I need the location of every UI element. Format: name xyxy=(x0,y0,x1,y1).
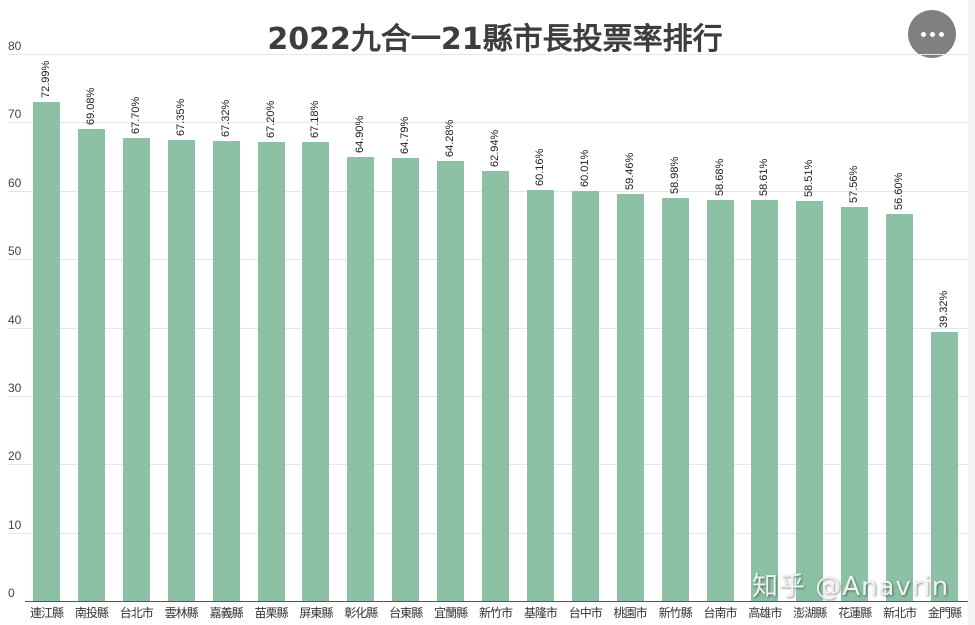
y-axis-tick-label: 10 xyxy=(8,517,22,532)
more-horizontal-icon xyxy=(929,31,935,37)
data-label: 57.56% xyxy=(848,166,861,204)
bar xyxy=(392,157,420,601)
data-label: 67.18% xyxy=(309,100,322,138)
x-axis-category-label: 新北市 xyxy=(883,606,917,620)
chart-title: 2022九合一21縣市長投票率排行 xyxy=(267,22,723,57)
x-axis-category-label: 彰化縣 xyxy=(344,606,378,620)
bar xyxy=(616,194,644,601)
bar xyxy=(347,157,375,601)
x-axis-category-label: 台東縣 xyxy=(389,606,423,620)
y-axis-tick-label: 50 xyxy=(8,244,22,259)
data-label: 56.60% xyxy=(893,172,906,210)
gridline xyxy=(8,54,968,55)
x-axis-category-label: 台南市 xyxy=(703,606,737,620)
data-label: 58.98% xyxy=(668,156,681,194)
x-axis-line xyxy=(25,601,968,602)
x-axis-category-label: 高雄市 xyxy=(748,606,782,620)
data-label: 69.08% xyxy=(84,87,97,125)
data-label: 67.35% xyxy=(174,99,187,137)
x-axis-category-label: 新竹市 xyxy=(478,606,513,620)
bar xyxy=(526,189,554,601)
bar xyxy=(212,140,240,601)
more-horizontal-icon xyxy=(920,31,926,37)
data-label: 72.99% xyxy=(40,60,52,98)
x-axis-category-label: 桃園市 xyxy=(613,606,648,620)
data-label: 64.90% xyxy=(354,115,367,154)
y-axis-tick-label: 70 xyxy=(8,107,22,122)
y-axis-tick-label: 20 xyxy=(8,449,22,464)
bar xyxy=(33,101,60,601)
x-axis-category-label: 連江縣 xyxy=(29,606,64,620)
bar xyxy=(167,140,195,601)
x-axis-category-label: 台北市 xyxy=(119,606,154,620)
y-axis-tick-label: 60 xyxy=(8,175,22,190)
x-axis-category-label: 澎湖縣 xyxy=(793,606,827,620)
bar xyxy=(661,197,689,601)
data-label: 60.01% xyxy=(578,149,591,187)
x-axis-category-label: 金門縣 xyxy=(927,606,962,620)
data-label: 64.28% xyxy=(444,120,457,158)
bar xyxy=(706,199,734,601)
more-options-button[interactable] xyxy=(908,10,956,58)
data-label: 62.94% xyxy=(489,129,501,167)
x-axis-category-label: 南投縣 xyxy=(74,606,109,620)
bar xyxy=(751,200,779,601)
data-label: 67.70% xyxy=(129,96,142,135)
x-axis-category-label: 屏東縣 xyxy=(299,606,333,620)
more-horizontal-icon xyxy=(938,31,944,37)
data-label: 58.61% xyxy=(758,158,771,197)
gridline xyxy=(8,122,968,124)
bar xyxy=(571,190,599,601)
data-label: 67.20% xyxy=(264,100,277,138)
x-axis-category-label: 宜蘭縣 xyxy=(434,606,468,620)
x-axis-category-label: 台中市 xyxy=(568,606,603,620)
right-margin-strip xyxy=(968,0,975,625)
data-label: 58.68% xyxy=(713,158,726,196)
data-label: 60.16% xyxy=(533,148,546,186)
x-axis-category-label: 新竹縣 xyxy=(658,606,693,620)
data-label: 64.79% xyxy=(399,116,412,154)
y-axis-tick-label: 40 xyxy=(8,312,22,327)
data-label: 58.51% xyxy=(803,159,816,197)
data-label: 39.32% xyxy=(938,290,950,329)
bar xyxy=(482,170,509,601)
data-label: 59.46% xyxy=(623,153,636,191)
y-axis-tick-label: 80 xyxy=(8,39,22,53)
bar xyxy=(437,161,465,601)
bar xyxy=(841,207,869,601)
x-axis-category-label: 基隆市 xyxy=(523,606,558,620)
watermark: 知乎 @Anavrin xyxy=(752,572,950,602)
bar xyxy=(796,200,824,601)
data-label: 67.32% xyxy=(219,99,232,137)
bar xyxy=(257,141,285,601)
x-axis-category-label: 苗栗縣 xyxy=(254,606,288,620)
y-axis-tick-label: 30 xyxy=(8,380,22,395)
x-axis-category-label: 花蓮縣 xyxy=(838,606,872,620)
x-axis-category-label: 雲林縣 xyxy=(164,606,199,620)
y-axis-tick-label: 0 xyxy=(8,586,15,600)
bar xyxy=(886,213,914,601)
bar xyxy=(302,141,330,601)
bar xyxy=(122,138,150,601)
x-axis-category-label: 嘉義縣 xyxy=(209,606,244,620)
bar xyxy=(77,128,105,601)
bar xyxy=(931,332,958,601)
